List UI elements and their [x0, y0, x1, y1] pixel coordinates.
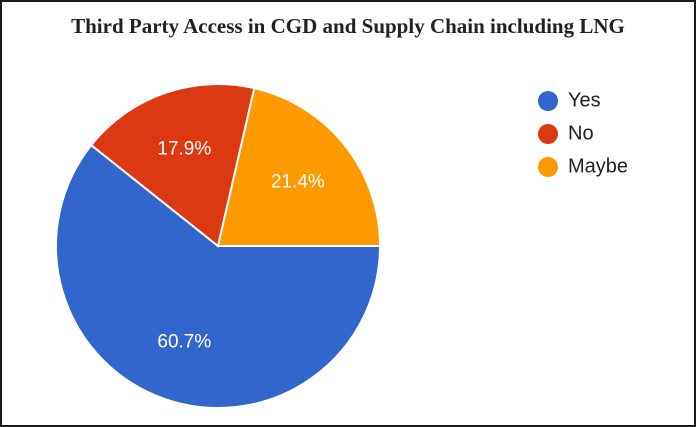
- legend-marker-maybe: [538, 157, 558, 177]
- legend-marker-no: [538, 124, 558, 144]
- legend-marker-yes: [538, 91, 558, 111]
- legend-label-maybe: Maybe: [568, 155, 628, 177]
- pie-slice-maybe: [216, 86, 382, 247]
- pie-slice-yes: [55, 143, 382, 409]
- slice-label-yes: 60.7%: [157, 331, 211, 352]
- slice-label-maybe: 21.4%: [271, 171, 325, 192]
- pie-slice-no: [89, 83, 256, 248]
- legend-label-yes: Yes: [568, 89, 601, 111]
- slice-label-no: 17.9%: [157, 139, 211, 160]
- chart-title: Third Party Access in CGD and Supply Cha…: [71, 14, 625, 38]
- legend-label-no: No: [568, 122, 594, 144]
